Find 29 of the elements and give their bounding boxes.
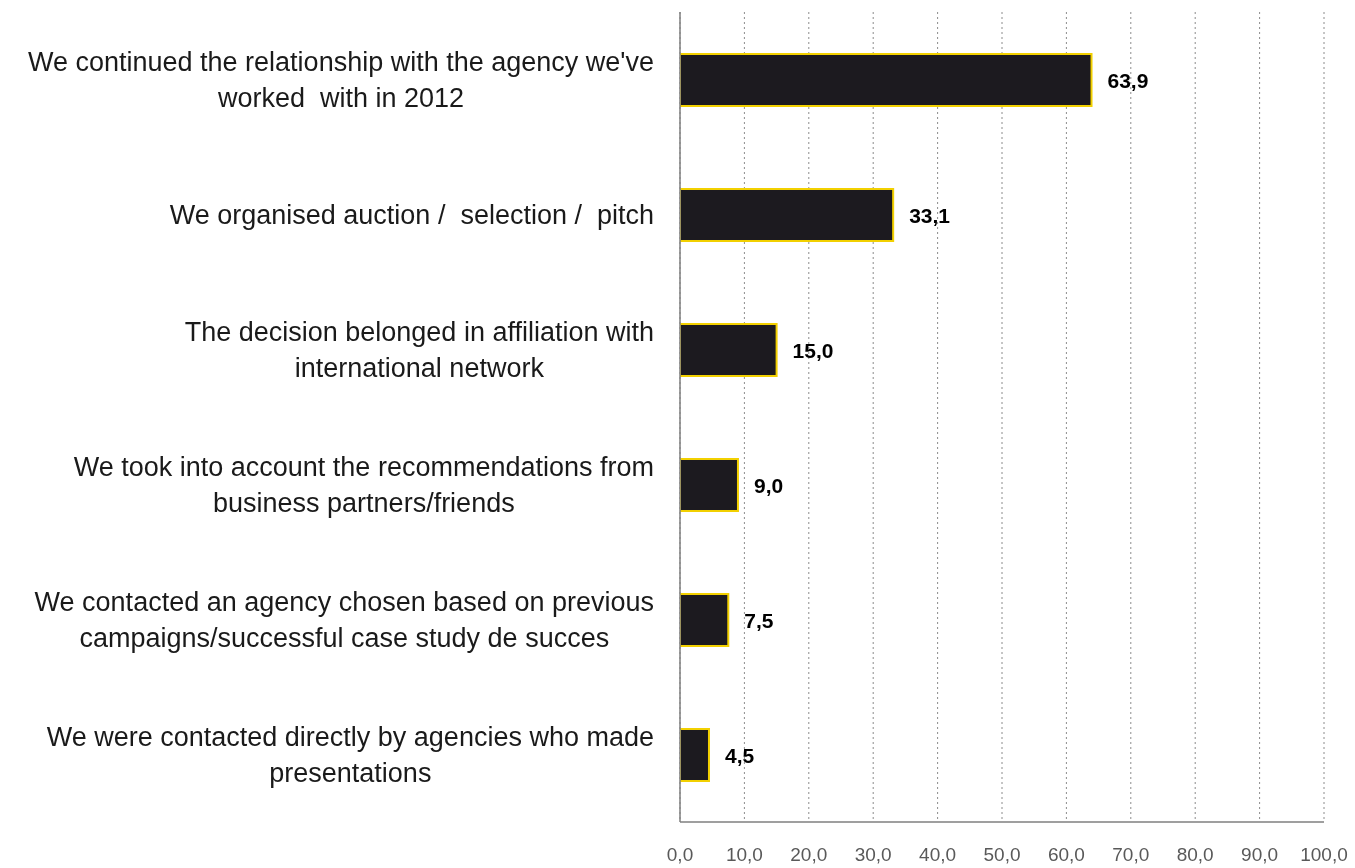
x-tick-label: 0,0 [666,844,694,866]
x-tick-label: 80,0 [1176,844,1214,866]
x-tick-label: 60,0 [1047,844,1085,866]
data-label: 15,0 [792,338,834,362]
data-label: 4,5 [724,743,755,767]
y-tick-label: We continued the relationship with the agency we've worked with in 2012 [27,46,655,113]
x-tick-label: 90,0 [1241,844,1279,866]
bar [680,188,895,242]
data-label: 33,1 [909,203,951,227]
bar [680,728,710,782]
x-tick-label: 30,0 [854,844,892,866]
y-tick-label: We organised auction / selection / pitch [169,199,654,230]
x-tick-label: 20,0 [790,844,828,866]
data-label: 7,5 [744,608,774,632]
bar [680,593,730,647]
data-label: 9,0 [753,473,784,497]
x-tick-label: 50,0 [983,844,1021,866]
x-tick-label: 40,0 [919,844,957,866]
y-tick-label: We took into account the recommendations from business partners/friends [73,451,654,518]
x-tick-label: 100,0 [1300,844,1348,866]
data-label: 63,9 [1107,68,1149,92]
y-tick-label: We contacted an agency chosen based on previous campaigns/successful case study de succes [34,586,654,653]
y-tick-label: We were contacted directly by agencies who made presentations [46,721,655,788]
x-tick-label: 70,0 [1112,844,1150,866]
bar [680,53,1093,107]
bar [680,458,739,512]
bar [680,323,778,377]
y-tick-label: The decision belonged in affiliation with international network [184,316,654,383]
x-tick-label: 10,0 [725,844,763,866]
